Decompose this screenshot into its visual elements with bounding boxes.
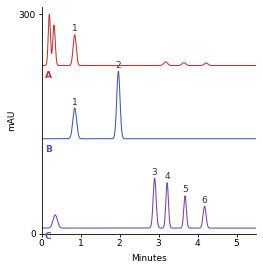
Text: A: A bbox=[45, 71, 52, 80]
Text: 3: 3 bbox=[152, 168, 158, 177]
Text: 1: 1 bbox=[72, 97, 78, 107]
Text: B: B bbox=[45, 145, 52, 154]
Text: 4: 4 bbox=[164, 172, 170, 181]
Text: 1: 1 bbox=[72, 24, 78, 33]
Text: C: C bbox=[45, 232, 51, 241]
Text: 2: 2 bbox=[115, 61, 121, 70]
Text: 6: 6 bbox=[202, 196, 208, 205]
Y-axis label: mAU: mAU bbox=[7, 110, 16, 131]
X-axis label: Minutes: Minutes bbox=[131, 254, 167, 263]
Text: 5: 5 bbox=[182, 185, 188, 194]
